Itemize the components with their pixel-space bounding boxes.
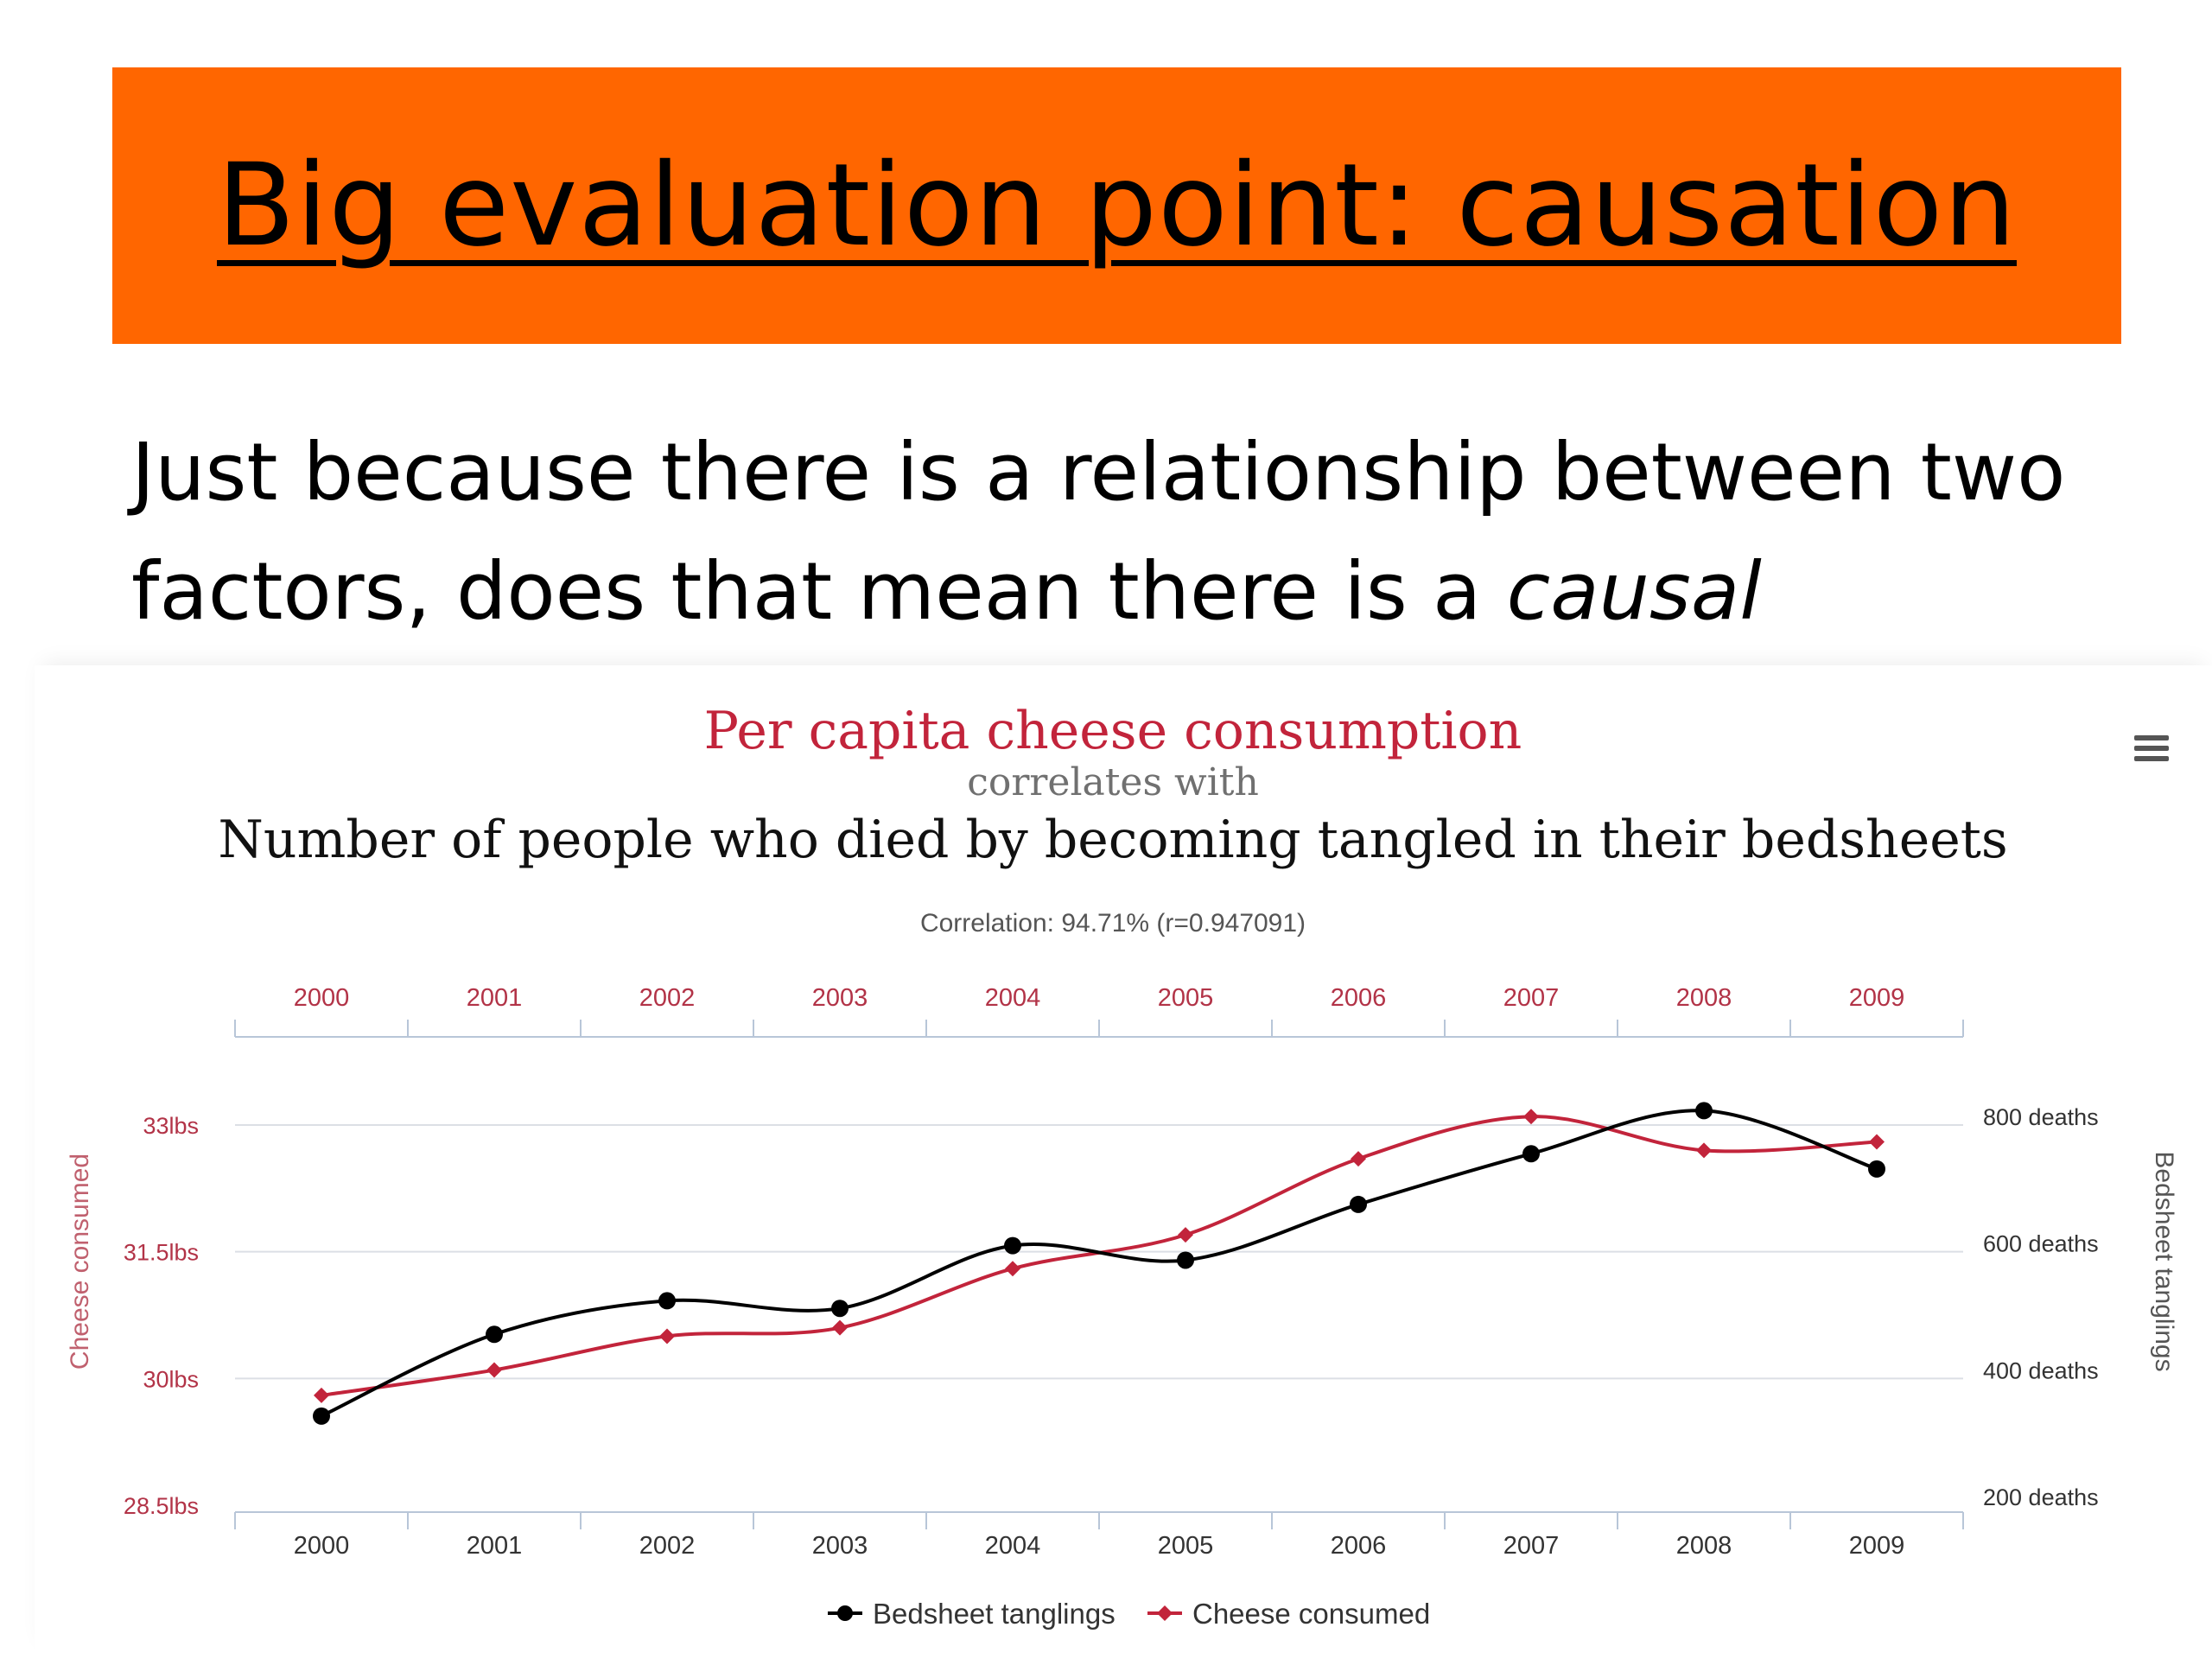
menu-line-2 — [2134, 746, 2169, 751]
x-top-tick-label: 2002 — [639, 984, 696, 1012]
data-point-cheese[interactable] — [1351, 1151, 1366, 1167]
data-point-cheese[interactable] — [659, 1328, 675, 1344]
x-top-tick-label: 2005 — [1158, 984, 1214, 1012]
x-top-tick-label: 2009 — [1849, 984, 1905, 1012]
chart-subtitle: correlates with — [967, 760, 1259, 804]
data-point-bedsheet[interactable] — [1177, 1251, 1194, 1269]
data-point-cheese[interactable] — [486, 1362, 502, 1378]
legend: Bedsheet tanglings Cheese consumed — [828, 1598, 1430, 1630]
series — [313, 1102, 1885, 1425]
y-left-tick-label: 30lbs — [143, 1366, 199, 1392]
y-right-tick-label: 400 deaths — [1983, 1357, 2099, 1383]
data-point-cheese[interactable] — [1869, 1134, 1885, 1150]
data-point-cheese[interactable] — [1005, 1261, 1020, 1277]
x-bottom-tick-label: 2003 — [812, 1532, 868, 1560]
chart-title: Per capita cheese consumption — [704, 701, 1522, 761]
legend-label-bedsheet: Bedsheet tanglings — [873, 1598, 1116, 1630]
x-bottom-tick-label: 2004 — [985, 1532, 1041, 1560]
y-right-tick-label: 200 deaths — [1983, 1484, 2099, 1510]
x-bottom-tick-label: 2000 — [294, 1532, 350, 1560]
x-bottom-tick-label: 2006 — [1331, 1532, 1387, 1560]
body-emphasis: causal — [1506, 545, 1762, 638]
data-point-bedsheet[interactable] — [1868, 1160, 1885, 1178]
legend-marker-cheese — [1157, 1605, 1173, 1621]
y-left-tick-label: 28.5lbs — [124, 1493, 199, 1519]
series-line-bedsheet — [321, 1109, 1878, 1418]
menu-line-1 — [2134, 735, 2169, 741]
x-bottom-tick-label: 2001 — [467, 1532, 523, 1560]
data-point-bedsheet[interactable] — [1004, 1236, 1021, 1255]
data-point-cheese[interactable] — [1696, 1142, 1712, 1159]
x-top-tick-label: 2004 — [985, 984, 1041, 1012]
data-point-bedsheet[interactable] — [1695, 1102, 1713, 1120]
menu-line-3 — [2134, 756, 2169, 761]
series-line-cheese — [321, 1115, 1878, 1397]
chart: Per capita cheese consumption correlates… — [66, 701, 2178, 1630]
data-point-cheese[interactable] — [1178, 1227, 1193, 1243]
menu-button[interactable] — [2129, 725, 2174, 770]
legend-item-bedsheet[interactable]: Bedsheet tanglings — [828, 1598, 1116, 1630]
hamburger-menu-icon — [2134, 735, 2169, 761]
data-point-cheese[interactable] — [314, 1387, 329, 1403]
data-point-cheese[interactable] — [832, 1319, 848, 1336]
chart-panel: Per capita cheese consumption correlates… — [35, 665, 2212, 1659]
data-point-bedsheet[interactable] — [658, 1292, 676, 1310]
y-right-tick-label: 800 deaths — [1983, 1104, 2099, 1130]
x-bottom-tick-label: 2009 — [1849, 1532, 1905, 1560]
x-top-tick-label: 2007 — [1503, 984, 1560, 1012]
x-bottom-tick-label: 2008 — [1676, 1532, 1732, 1560]
correlation-label: Correlation: 94.71% (r=0.947091) — [920, 909, 1306, 938]
x-top-tick-label: 2003 — [812, 984, 868, 1012]
chart-title-secondary: Number of people who died by becoming ta… — [218, 810, 2007, 870]
legend-label-cheese: Cheese consumed — [1192, 1598, 1430, 1630]
y-axis-left-title: Cheese consumed — [66, 1154, 94, 1370]
legend-item-cheese[interactable]: Cheese consumed — [1147, 1598, 1430, 1630]
x-top-tick-label: 2000 — [294, 984, 350, 1012]
x-top-tick-label: 2008 — [1676, 984, 1732, 1012]
axes — [234, 1020, 1964, 1529]
body-text: Just because there is a relationship bet… — [131, 426, 2066, 638]
y-right-tick-label: 600 deaths — [1983, 1231, 2099, 1257]
data-point-bedsheet[interactable] — [486, 1325, 503, 1344]
tick-labels: 33lbs 31.5lbs 30lbs 28.5lbs 800 deaths 600 de… — [124, 984, 2099, 1560]
slide-body-text: Just because there is a relationship bet… — [131, 413, 2119, 652]
x-bottom-tick-label: 2002 — [639, 1532, 696, 1560]
y-left-tick-label: 31.5lbs — [124, 1240, 199, 1266]
y-axis-right-title: Bedsheet tanglings — [2150, 1151, 2178, 1371]
title-banner: Big evaluation point: causation — [112, 67, 2121, 344]
x-top-tick-label: 2001 — [467, 984, 523, 1012]
data-point-cheese[interactable] — [1523, 1109, 1539, 1125]
data-point-bedsheet[interactable] — [1522, 1145, 1540, 1163]
x-bottom-tick-label: 2005 — [1158, 1532, 1214, 1560]
y-left-tick-label: 33lbs — [143, 1113, 199, 1139]
data-point-bedsheet[interactable] — [313, 1407, 330, 1425]
data-point-bedsheet[interactable] — [831, 1300, 849, 1318]
x-bottom-tick-label: 2007 — [1503, 1532, 1560, 1560]
x-top-tick-label: 2006 — [1331, 984, 1387, 1012]
legend-marker-bedsheet — [837, 1605, 853, 1621]
slide-title: Big evaluation point: causation — [217, 139, 2017, 272]
data-point-bedsheet[interactable] — [1350, 1195, 1367, 1213]
